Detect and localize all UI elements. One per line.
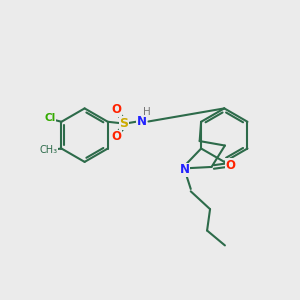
Text: O: O [111, 103, 122, 116]
Text: S: S [120, 117, 129, 130]
Text: O: O [226, 159, 236, 172]
Text: Cl: Cl [44, 113, 56, 123]
Text: CH₃: CH₃ [40, 145, 58, 155]
Text: H: H [143, 107, 151, 117]
Text: N: N [137, 115, 147, 128]
Text: O: O [111, 130, 122, 143]
Text: N: N [180, 164, 190, 176]
